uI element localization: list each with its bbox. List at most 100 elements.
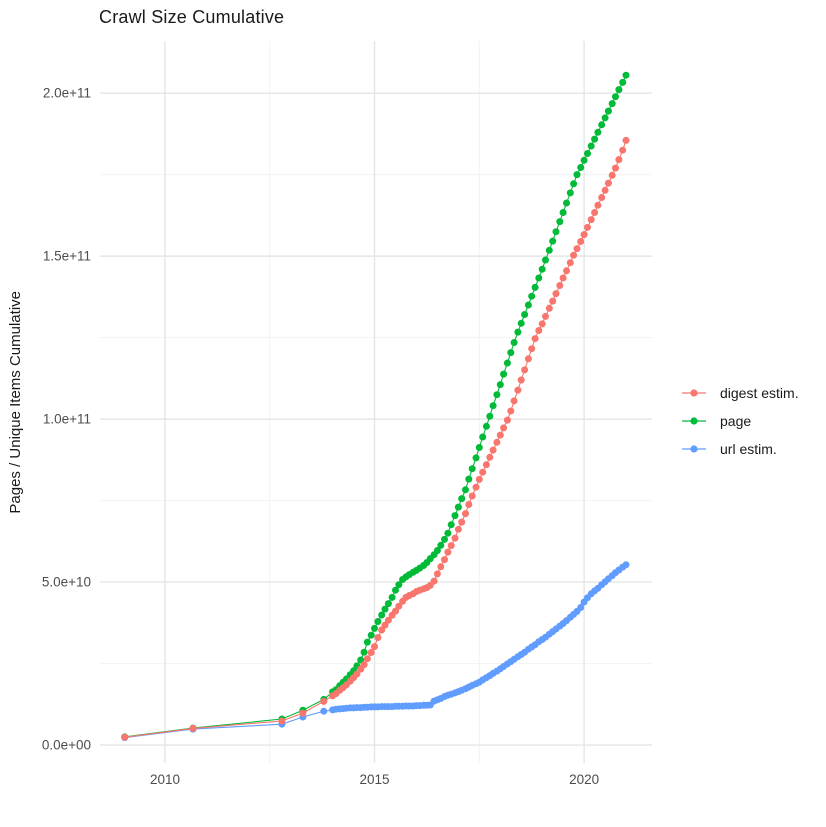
gridlines-major: [100, 41, 652, 763]
data-point: [320, 697, 328, 705]
data-point: [360, 648, 368, 656]
data-point: [566, 189, 574, 197]
data-point: [584, 223, 591, 231]
data-point: [622, 136, 630, 144]
data-point: [528, 292, 536, 300]
data-point: [615, 156, 623, 164]
data-point: [619, 78, 627, 86]
data-point: [545, 304, 553, 312]
data-point: [622, 71, 630, 79]
data-point: [587, 142, 595, 150]
data-point: [395, 602, 403, 610]
data-point: [517, 319, 525, 327]
data-point: [475, 444, 483, 451]
data-point: [371, 624, 378, 632]
data-point: [278, 717, 286, 725]
data-point: [374, 618, 382, 625]
data-point: [577, 164, 585, 171]
y-tick-label: 1.0e+11: [43, 412, 91, 427]
data-point: [462, 510, 469, 518]
data-point: [433, 570, 441, 578]
data-point: [584, 150, 591, 157]
data-point: [559, 274, 567, 282]
data-point: [594, 201, 602, 209]
data-point: [479, 433, 487, 441]
data-point: [451, 534, 459, 542]
data-point: [591, 135, 599, 143]
legend-entry-url-estim: url estim.: [681, 435, 799, 463]
data-point: [458, 495, 466, 503]
data-point: [573, 245, 581, 253]
data-point: [507, 407, 515, 415]
series-url-estim-: [121, 561, 630, 742]
legend-label: digest estim.: [720, 385, 799, 401]
data-point: [444, 529, 452, 537]
data-point: [374, 634, 382, 641]
data-point: [517, 376, 525, 384]
data-point: [472, 454, 480, 462]
data-point: [378, 626, 386, 634]
data-point: [367, 631, 375, 639]
data-point: [556, 218, 564, 226]
data-point: [601, 186, 609, 194]
data-point: [619, 146, 627, 154]
data-point: [549, 297, 557, 305]
data-point: [573, 171, 581, 179]
data-point: [447, 542, 455, 550]
legend-entry-digest-estim: digest estim.: [681, 379, 799, 407]
data-point: [437, 541, 445, 549]
data-point: [363, 638, 371, 646]
data-point: [524, 301, 532, 309]
data-point: [570, 180, 578, 188]
data-point: [622, 561, 630, 569]
data-point: [472, 483, 480, 491]
data-point: [444, 548, 452, 556]
data-point: [608, 100, 616, 108]
data-point: [479, 468, 487, 476]
data-point: [531, 335, 539, 343]
y-tick-label: 5.0e+10: [42, 575, 91, 590]
data-point: [395, 581, 403, 589]
y-tick-label: 0.0e+00: [42, 738, 91, 753]
data-point: [566, 259, 574, 267]
data-point: [384, 600, 392, 608]
axis-tick-labels: 0.0e+00 5.0e+10 1.0e+11 1.5e+11 2.0e+11 2010 2…: [42, 86, 599, 787]
data-point: [486, 453, 494, 461]
data-point: [598, 121, 606, 129]
x-tick-label: 2010: [150, 772, 180, 787]
data-point: [542, 312, 549, 320]
data-point: [591, 209, 599, 216]
data-point: [507, 349, 515, 357]
data-point: [580, 231, 588, 239]
data-point: [384, 616, 392, 624]
data-point: [535, 274, 543, 282]
data-point: [482, 422, 490, 430]
data-point: [604, 179, 612, 187]
data-point: [587, 216, 595, 224]
data-point: [608, 171, 616, 179]
data-point: [538, 320, 546, 328]
data-point: [538, 265, 546, 273]
data-point: [615, 86, 623, 94]
data-point: [577, 238, 585, 245]
series-page: [121, 71, 630, 741]
data-point: [563, 267, 570, 275]
data-point: [486, 412, 494, 420]
x-tick-label: 2015: [360, 772, 390, 787]
data-point: [549, 237, 557, 245]
data-point: [482, 461, 490, 469]
data-point: [500, 370, 508, 378]
data-point: [598, 194, 606, 201]
data-point: [353, 670, 361, 678]
data-point: [612, 93, 619, 101]
data-point: [496, 431, 504, 439]
data-point: [601, 114, 609, 122]
data-point: [496, 381, 504, 389]
chart-title: Crawl Size Cumulative: [99, 7, 285, 27]
data-point: [189, 724, 197, 732]
data-point: [468, 465, 476, 473]
data-point: [493, 391, 501, 399]
data-point: [363, 655, 371, 663]
data-point: [521, 366, 529, 374]
